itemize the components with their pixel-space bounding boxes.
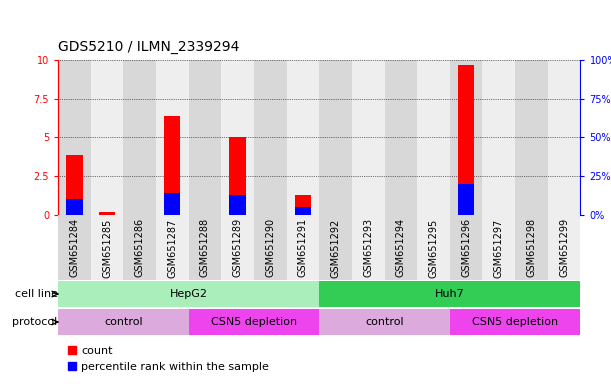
Text: GSM651299: GSM651299 xyxy=(559,218,569,277)
Bar xyxy=(483,215,515,280)
Bar xyxy=(58,310,189,334)
Bar xyxy=(99,212,115,215)
Bar xyxy=(515,60,548,215)
Bar xyxy=(230,195,246,215)
Bar xyxy=(450,215,483,280)
Bar xyxy=(123,60,156,215)
Bar xyxy=(90,60,123,215)
Bar xyxy=(295,207,311,215)
Bar xyxy=(320,310,450,334)
Bar xyxy=(417,60,450,215)
Bar xyxy=(189,310,320,334)
Bar xyxy=(352,60,384,215)
Text: GSM651285: GSM651285 xyxy=(102,218,112,278)
Bar xyxy=(450,310,580,334)
Bar xyxy=(450,60,483,215)
Text: HepG2: HepG2 xyxy=(170,289,208,299)
Text: Huh7: Huh7 xyxy=(435,289,465,299)
Text: control: control xyxy=(365,317,404,327)
Text: GSM651292: GSM651292 xyxy=(331,218,340,278)
Text: cell line: cell line xyxy=(15,289,57,299)
Bar xyxy=(66,154,82,215)
Text: GSM651297: GSM651297 xyxy=(494,218,504,278)
Text: CSN5 depletion: CSN5 depletion xyxy=(211,317,297,327)
Text: GSM651298: GSM651298 xyxy=(527,218,536,277)
Text: GSM651293: GSM651293 xyxy=(363,218,373,277)
Text: CSN5 depletion: CSN5 depletion xyxy=(472,317,558,327)
Text: GDS5210 / ILMN_2339294: GDS5210 / ILMN_2339294 xyxy=(58,40,240,55)
Bar xyxy=(483,60,515,215)
Bar xyxy=(164,116,180,215)
Bar xyxy=(254,215,287,280)
Text: GSM651288: GSM651288 xyxy=(200,218,210,277)
Bar xyxy=(66,200,82,215)
Bar xyxy=(458,184,474,215)
Text: protocol: protocol xyxy=(12,317,57,327)
Bar xyxy=(320,60,352,215)
Bar xyxy=(417,215,450,280)
Bar xyxy=(287,215,320,280)
Bar xyxy=(295,195,311,215)
Text: GSM651294: GSM651294 xyxy=(396,218,406,277)
Bar xyxy=(123,215,156,280)
Bar xyxy=(156,60,189,215)
Bar xyxy=(320,281,580,306)
Bar xyxy=(287,60,320,215)
Bar xyxy=(58,60,90,215)
Text: GSM651295: GSM651295 xyxy=(428,218,439,278)
Bar xyxy=(458,65,474,215)
Text: GSM651284: GSM651284 xyxy=(70,218,79,277)
Bar xyxy=(384,60,417,215)
Bar xyxy=(254,60,287,215)
Bar xyxy=(384,215,417,280)
Bar xyxy=(90,215,123,280)
Text: GSM651286: GSM651286 xyxy=(134,218,145,277)
Bar xyxy=(164,193,180,215)
Text: GSM651290: GSM651290 xyxy=(265,218,276,277)
Bar xyxy=(221,215,254,280)
Bar xyxy=(58,215,90,280)
Bar xyxy=(352,215,384,280)
Bar xyxy=(221,60,254,215)
Bar xyxy=(58,281,320,306)
Bar xyxy=(156,215,189,280)
Bar xyxy=(189,60,221,215)
Text: GSM651296: GSM651296 xyxy=(461,218,471,277)
Bar xyxy=(320,215,352,280)
Bar xyxy=(515,215,548,280)
Bar xyxy=(548,215,580,280)
Legend: count, percentile rank within the sample: count, percentile rank within the sample xyxy=(64,341,274,376)
Text: control: control xyxy=(104,317,142,327)
Bar xyxy=(230,137,246,215)
Text: GSM651287: GSM651287 xyxy=(167,218,177,278)
Bar xyxy=(548,60,580,215)
Text: GSM651289: GSM651289 xyxy=(233,218,243,277)
Text: GSM651291: GSM651291 xyxy=(298,218,308,277)
Bar xyxy=(189,215,221,280)
